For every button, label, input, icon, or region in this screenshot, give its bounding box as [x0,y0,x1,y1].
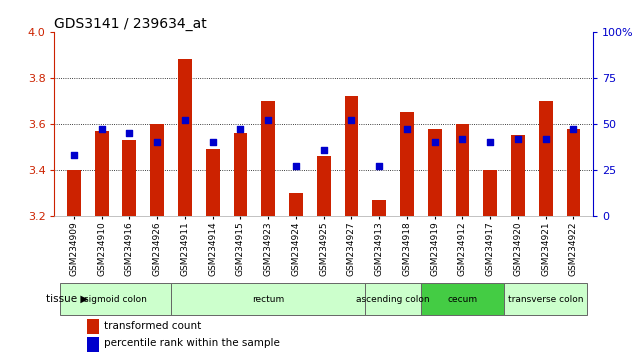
Text: sigmoid colon: sigmoid colon [84,295,147,304]
Bar [233,133,247,216]
Point [540,136,551,142]
Bar [539,101,553,216]
Bar [567,129,581,216]
Point [152,139,162,145]
Text: GDS3141 / 239634_at: GDS3141 / 239634_at [54,17,207,31]
Text: cecum: cecum [447,295,478,304]
Text: ascending colon: ascending colon [356,295,430,304]
Bar [206,149,220,216]
Bar [483,170,497,216]
Point [208,139,218,145]
Point [124,130,135,136]
Bar [87,337,99,352]
Bar [511,135,525,216]
Bar [289,193,303,216]
Bar [87,319,99,334]
Point [569,127,579,132]
Point [374,164,385,169]
Bar [344,96,358,216]
Bar [150,124,164,216]
Bar [171,283,365,315]
Point [402,127,412,132]
Point [69,152,79,158]
Bar [428,129,442,216]
Bar [60,283,171,315]
Bar [372,200,386,216]
Text: transverse colon: transverse colon [508,295,583,304]
Text: rectum: rectum [252,295,285,304]
Point [346,118,356,123]
Bar [95,131,108,216]
Point [319,147,329,153]
Bar [421,283,504,315]
Bar [400,112,414,216]
Text: tissue ▶: tissue ▶ [46,294,88,304]
Bar [67,170,81,216]
Point [263,118,273,123]
Point [513,136,523,142]
Point [457,136,467,142]
Point [235,127,246,132]
Point [180,118,190,123]
Bar [262,101,275,216]
Bar [456,124,469,216]
Text: percentile rank within the sample: percentile rank within the sample [104,338,280,348]
Bar [122,140,137,216]
Bar [504,283,587,315]
Point [429,139,440,145]
Bar [365,283,421,315]
Point [291,164,301,169]
Bar [178,59,192,216]
Bar [317,156,331,216]
Point [97,127,107,132]
Point [485,139,495,145]
Text: transformed count: transformed count [104,321,201,331]
